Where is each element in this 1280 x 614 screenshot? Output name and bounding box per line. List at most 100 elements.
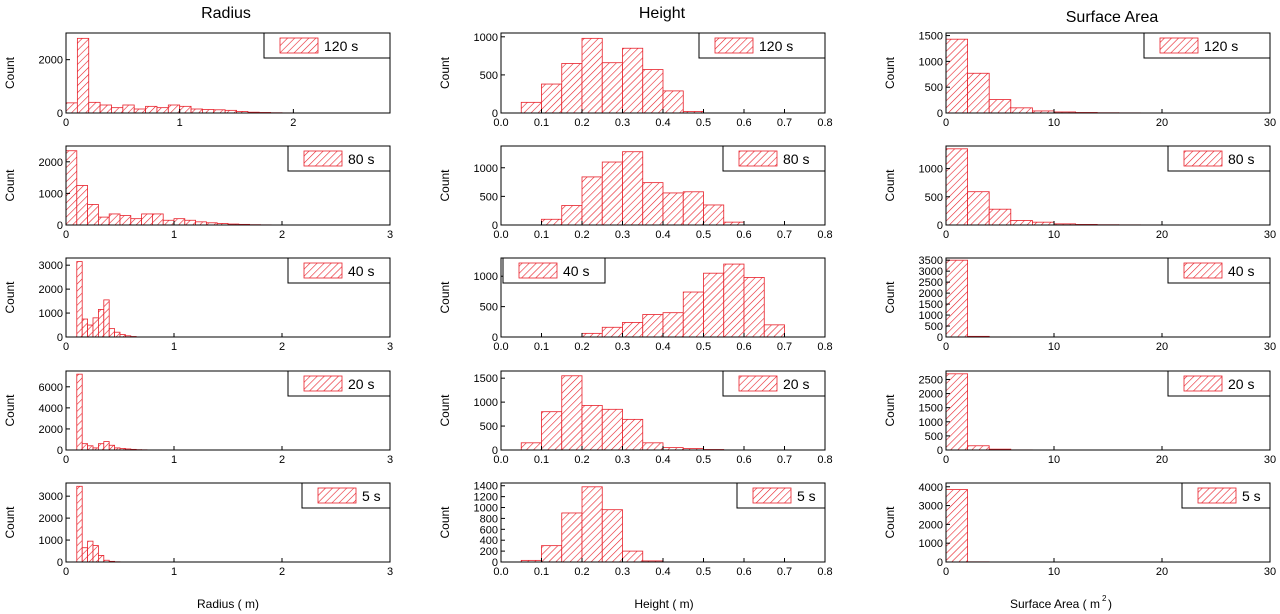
y-tick-label: 200 [480,546,498,558]
y-tick-label: 4000 [919,482,943,494]
x-tick-label: 0.4 [655,341,670,353]
panel-radius-1: 0 1 2 0 2000 Count 120 s [3,32,391,129]
legend-label: 40 s [1228,263,1254,279]
x-tick-label: 2 [279,341,285,353]
bar [541,83,563,114]
y-axis-label: Count [883,56,897,89]
bar [723,263,745,338]
bar [581,405,603,451]
bar [988,208,1012,226]
bar [561,63,583,114]
bar [945,259,969,338]
y-tick-label: 1500 [919,299,943,311]
bar [108,213,121,226]
bar [601,326,623,338]
legend-label: 80 s [1228,151,1254,167]
bar [130,218,143,226]
legend-box [263,32,391,59]
y-tick-label: 2000 [919,389,943,401]
y-axis-label: Count [883,394,897,427]
panel-height-2: 0.0 0.1 0.2 0.3 0.4 0.5 0.6 0.7 0.8 0 500 1000 Count… [438,145,833,241]
bar [988,99,1012,114]
bar [662,192,684,226]
x-tick-label: 30 [1264,229,1276,241]
x-tick-label: 0.6 [736,117,751,129]
bar [967,191,990,226]
y-tick-label: 0 [492,220,498,232]
bar [81,547,88,563]
y-tick-label: 600 [480,524,498,536]
y-tick-label: 500 [925,82,943,94]
y-axis-label: Count [883,169,897,202]
x-tick-label: 20 [1156,229,1168,241]
x-tick-label: 10 [1048,341,1060,353]
bar [87,324,94,338]
x-tick-label: 0.8 [817,117,832,129]
legend-label: 80 s [783,151,809,167]
y-tick-label: 0 [492,108,498,120]
panel-radius-4: 0 1 2 3 0 2000 4000 6000 Count 20 s [3,370,393,466]
legend-label: 5 s [797,488,816,504]
y-tick-label: 2000 [39,284,63,296]
bar [642,182,664,226]
x-tick-label: 2 [279,454,285,466]
y-tick-label: 2000 [919,519,943,531]
x-tick-label: 0.7 [777,566,792,578]
x-tick-label: 20 [1156,117,1168,129]
x-tick-label: 0 [63,341,69,353]
bar [65,102,78,114]
legend-swatch [317,487,357,504]
axes-frame [945,145,1271,226]
y-tick-label: 1000 [919,538,943,550]
x-tick-label: 0.4 [655,566,670,578]
y-tick-label: 2000 [39,513,63,525]
xlabel-radius: Radius ( m) [197,597,259,611]
panel-height-5: 0.0 0.1 0.2 0.3 0.4 0.5 0.6 0.7 0.8 0200400600800… [438,481,833,578]
y-tick-label: 2000 [39,157,63,169]
y-tick-label: 1000 [474,503,498,515]
x-tick-label: 0.4 [655,454,670,466]
y-tick-label: 0 [57,557,63,569]
x-tick-label: 30 [1264,454,1276,466]
legend-swatch [303,262,343,279]
bar [967,445,990,451]
legend-label: 5 s [362,488,381,504]
x-tick-label: 0.2 [574,229,589,241]
x-tick-label: 10 [1048,117,1060,129]
x-tick-label: 2 [279,229,285,241]
y-tick-label: 3000 [919,266,943,278]
x-tick-label: 20 [1156,341,1168,353]
y-tick-label: 0 [937,332,943,344]
x-tick-label: 0 [943,566,949,578]
bar [173,218,186,226]
y-axis-label: Count [3,394,17,427]
bar [141,213,153,226]
bar [98,555,105,563]
x-tick-label: 3 [387,229,393,241]
y-tick-label: 0 [492,445,498,457]
x-tick-label: 0.3 [615,566,630,578]
y-tick-label: 1000 [919,56,943,68]
x-tick-label: 3 [387,566,393,578]
axes-frame [945,482,1271,563]
x-tick-label: 0 [63,566,69,578]
bar [581,176,603,226]
bar [108,444,115,451]
bar [145,105,158,114]
x-tick-label: 0.3 [615,454,630,466]
bar [581,37,603,114]
bar [87,204,99,226]
x-tick-label: 0.1 [534,566,549,578]
y-tick-label: 0 [57,332,63,344]
x-tick-label: 0.0 [493,566,508,578]
x-tick-label: 0.8 [817,566,832,578]
bar [682,191,704,226]
bar [581,332,603,338]
x-tick-label: 0 [63,117,69,129]
y-tick-label: 1000 [919,310,943,322]
y-tick-label: 500 [925,321,943,333]
bar [622,322,644,338]
legend-swatch [714,37,754,54]
legend-swatch [738,375,778,392]
